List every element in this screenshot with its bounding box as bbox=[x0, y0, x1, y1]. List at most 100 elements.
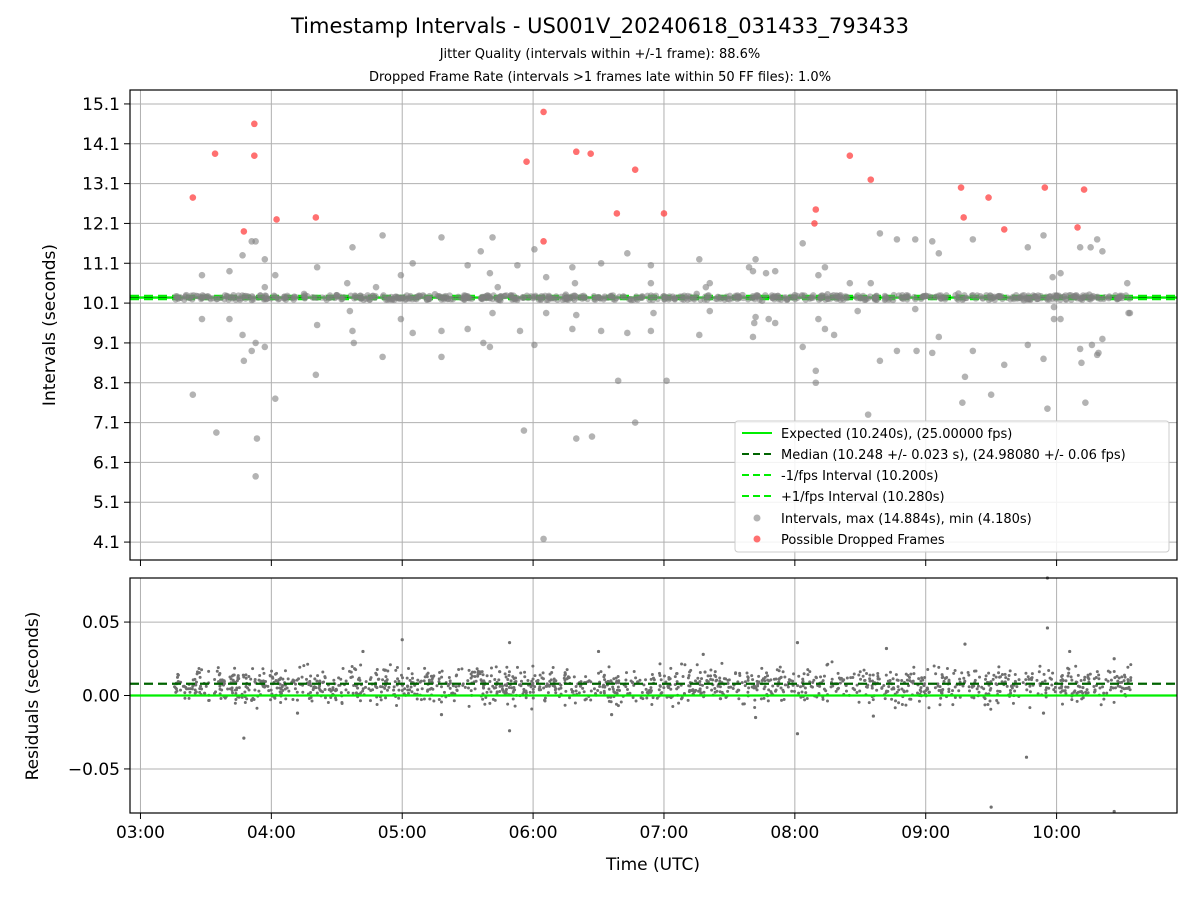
interval-point bbox=[647, 261, 655, 269]
x-tick-label: 04:00 bbox=[247, 823, 296, 843]
residual-point bbox=[937, 665, 941, 669]
residual-point bbox=[818, 684, 822, 688]
residual-point bbox=[1081, 691, 1085, 695]
residual-point bbox=[242, 675, 246, 679]
residual-point bbox=[668, 677, 672, 681]
residual-point bbox=[247, 675, 251, 679]
y-tick-label: 0.00 bbox=[82, 687, 120, 707]
residual-point bbox=[293, 687, 297, 691]
residual-point bbox=[1060, 702, 1064, 706]
residual-point bbox=[1069, 675, 1073, 679]
residual-point bbox=[645, 696, 649, 700]
interval-point bbox=[409, 329, 416, 337]
interval-point bbox=[326, 294, 333, 302]
residual-point bbox=[907, 675, 911, 679]
residual-point bbox=[400, 638, 404, 642]
residual-point bbox=[1026, 675, 1030, 679]
residual-point bbox=[249, 677, 253, 681]
interval-point bbox=[969, 292, 977, 299]
residual-point bbox=[724, 677, 728, 681]
residual-point bbox=[323, 696, 327, 700]
residual-point bbox=[572, 675, 576, 679]
interval-point bbox=[319, 294, 326, 301]
residual-point bbox=[253, 677, 257, 681]
bottom-x-ticks: 03:00 04:00 05:00 06:00 07:00 08:00 09:00 10:00 bbox=[116, 813, 1081, 843]
residual-point bbox=[862, 668, 866, 672]
residual-point bbox=[551, 666, 555, 670]
interval-point bbox=[572, 435, 580, 442]
residual-point bbox=[439, 700, 443, 704]
residual-point bbox=[734, 671, 738, 675]
residual-point bbox=[469, 676, 473, 680]
x-tick-label: 09:00 bbox=[901, 823, 950, 843]
top-dropped-points bbox=[189, 108, 1088, 245]
residual-point bbox=[199, 684, 203, 688]
residual-point bbox=[268, 674, 272, 678]
residual-point bbox=[218, 687, 222, 691]
residual-point bbox=[675, 680, 679, 684]
residual-point bbox=[897, 701, 901, 705]
interval-point bbox=[893, 347, 901, 355]
residual-point bbox=[409, 685, 413, 689]
interval-point bbox=[346, 307, 354, 315]
interval-point bbox=[864, 411, 872, 418]
residual-point bbox=[778, 665, 782, 669]
interval-point bbox=[638, 293, 646, 300]
residual-point bbox=[304, 677, 308, 681]
interval-point bbox=[372, 293, 379, 300]
residual-point bbox=[830, 677, 834, 681]
interval-point bbox=[752, 313, 759, 321]
residual-point bbox=[603, 678, 607, 682]
residual-point bbox=[826, 662, 830, 666]
residual-point bbox=[309, 695, 313, 699]
residual-point bbox=[998, 689, 1002, 693]
residual-point bbox=[233, 688, 237, 692]
residual-point bbox=[896, 685, 900, 689]
residual-point bbox=[792, 672, 796, 676]
residual-point bbox=[783, 683, 787, 687]
residual-point bbox=[279, 687, 283, 691]
residual-point bbox=[481, 697, 485, 701]
residual-point bbox=[545, 682, 549, 686]
residual-point bbox=[197, 671, 201, 675]
residual-point bbox=[769, 690, 773, 694]
interval-point bbox=[607, 292, 615, 300]
residual-point bbox=[1112, 809, 1116, 814]
residual-point bbox=[753, 684, 757, 688]
interval-point bbox=[1082, 399, 1089, 406]
residual-point bbox=[406, 691, 410, 695]
dropped-frame-point bbox=[189, 194, 197, 201]
residual-point bbox=[617, 681, 621, 685]
residual-point bbox=[883, 697, 887, 701]
residual-point bbox=[270, 669, 274, 673]
residual-point bbox=[726, 678, 730, 682]
residual-point bbox=[290, 680, 294, 684]
interval-point bbox=[935, 250, 943, 257]
residual-point bbox=[1082, 678, 1086, 682]
interval-point bbox=[815, 315, 822, 323]
interval-point bbox=[911, 305, 919, 313]
residual-point bbox=[821, 697, 825, 701]
residual-point bbox=[1064, 691, 1068, 695]
interval-point bbox=[486, 343, 494, 351]
residual-point bbox=[1078, 685, 1082, 689]
residual-point bbox=[767, 688, 771, 692]
interval-point bbox=[198, 271, 206, 279]
residual-point bbox=[564, 689, 568, 693]
interval-point bbox=[240, 357, 248, 365]
residual-point bbox=[631, 681, 635, 685]
interval-point bbox=[650, 309, 657, 317]
residual-point bbox=[435, 684, 439, 688]
residual-point bbox=[779, 686, 783, 690]
residual-point bbox=[616, 685, 620, 689]
residual-point bbox=[559, 686, 563, 690]
residual-point bbox=[1076, 673, 1080, 677]
residual-point bbox=[897, 688, 901, 692]
residual-point bbox=[401, 676, 405, 680]
residual-point bbox=[567, 676, 571, 680]
residual-point bbox=[519, 683, 523, 687]
residual-point bbox=[865, 672, 869, 676]
residual-point bbox=[197, 666, 201, 670]
interval-point bbox=[812, 379, 820, 387]
